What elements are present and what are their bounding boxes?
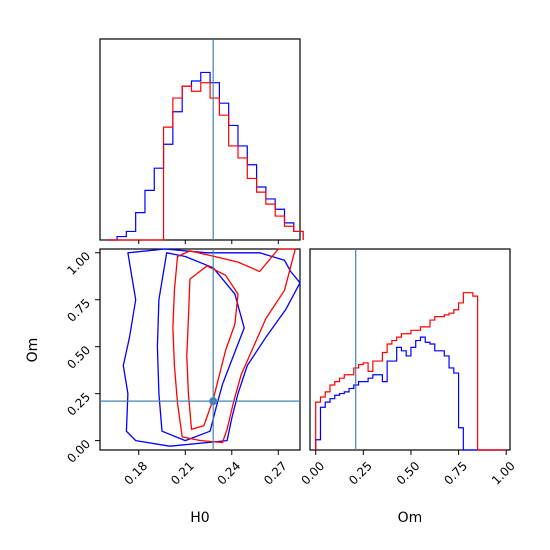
h0-axis-label: H0 <box>190 510 209 526</box>
blue-histogram-line <box>315 336 507 451</box>
om-xticks: 0.00 0.25 0.50 0.75 1.00 <box>298 450 518 488</box>
blue-contour <box>122 248 301 447</box>
scatter-yticks: 0.00 0.25 0.50 0.75 1.00 <box>64 249 100 466</box>
om-axis-label: Om <box>398 510 423 526</box>
h0-om-contours <box>100 248 301 450</box>
om-hist-frame <box>309 248 511 451</box>
h0-hist-frame <box>99 38 301 241</box>
h0-tick-label: 0.27 <box>261 459 290 488</box>
om-xtick-label: 1.00 <box>489 459 518 488</box>
om-xtick-label: 0.75 <box>441 459 470 488</box>
blue-contour <box>156 252 245 442</box>
red-contour <box>186 265 239 430</box>
om-xtick-label: 0.50 <box>394 459 423 488</box>
om-xtick-label: 0.25 <box>346 459 375 488</box>
h0-tick-label: 0.18 <box>122 459 151 488</box>
om-ytick-label: 0.25 <box>64 390 93 419</box>
om-ytick-label: 0.50 <box>64 343 93 372</box>
om-ytick-label: 0.75 <box>64 296 93 325</box>
h0-histogram <box>107 39 304 241</box>
om-histogram <box>315 249 507 451</box>
om-xtick-label: 0.00 <box>298 459 327 488</box>
scatter-frame <box>99 248 301 451</box>
red-contour <box>172 248 296 444</box>
om-ytick-label: 0.00 <box>64 437 93 466</box>
h0-tick-label: 0.21 <box>168 459 197 488</box>
blue-histogram-line <box>107 71 304 241</box>
h0-tick-label: 0.24 <box>215 459 244 488</box>
om-y-axis-label: Om <box>25 338 41 363</box>
red-histogram-line <box>107 82 304 241</box>
truth-marker <box>209 397 218 406</box>
red-histogram-line <box>315 292 507 451</box>
om-ytick-label: 1.00 <box>64 249 93 278</box>
